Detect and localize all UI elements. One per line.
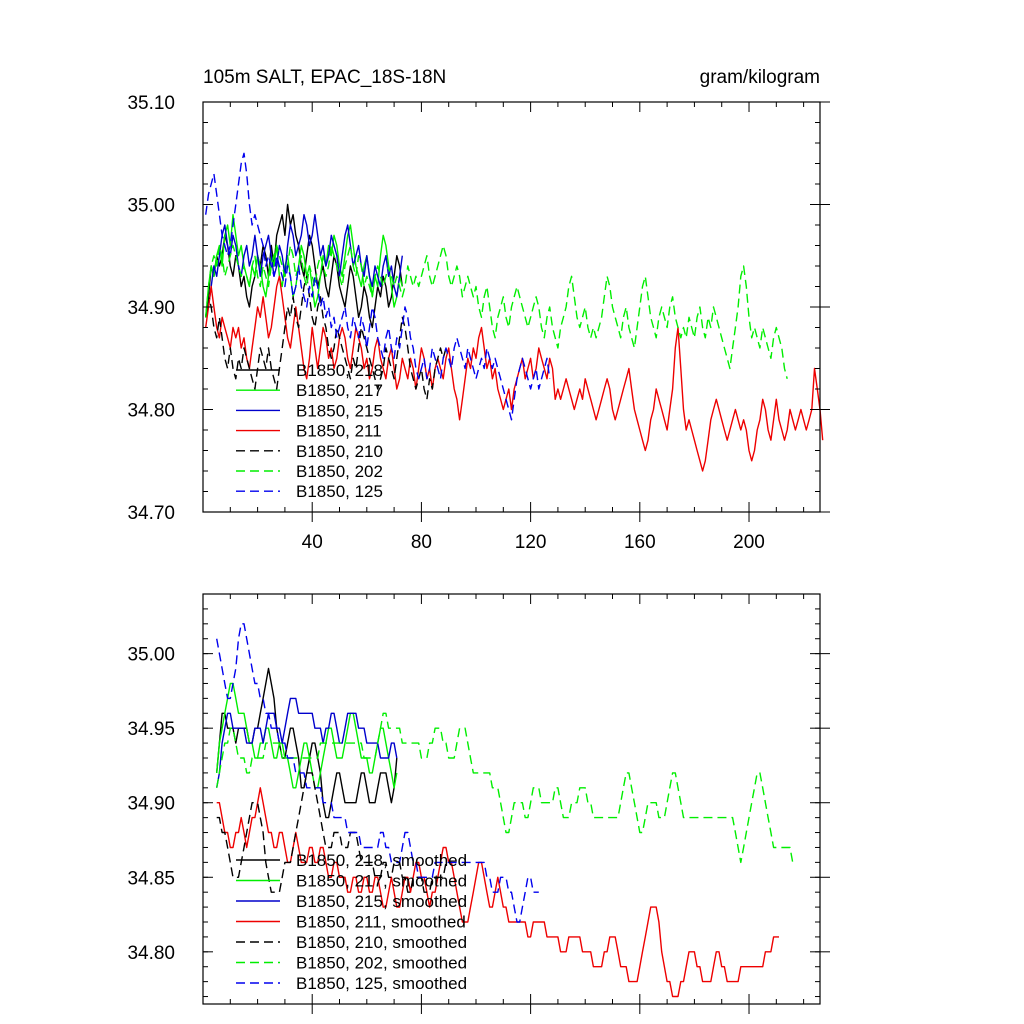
bottom-legend-label-0: B1850, 218, smoothed <box>296 851 467 870</box>
bottom-y-tick-label: 34.80 <box>127 943 175 964</box>
top-y-tick-label: 34.70 <box>127 503 175 524</box>
top-series-line-0 <box>205 203 403 329</box>
bottom-plot-frame <box>202 593 821 1005</box>
top-x-tick-label: 120 <box>515 532 547 553</box>
top-y-tick-label: 35.10 <box>127 93 175 114</box>
bottom-legend-label-4: B1850, 210, smoothed <box>296 933 467 952</box>
bottom-legend-label-6: B1850, 125, smoothed <box>296 974 467 993</box>
top-y-tick-label: 34.80 <box>127 401 175 422</box>
top-panel: 105m SALT, EPAC_18S-18N gram/kilogram 40… <box>127 67 830 553</box>
top-x-tick-label: 40 <box>302 532 323 553</box>
top-series-line-3 <box>205 275 824 472</box>
top-series-group <box>205 152 824 472</box>
top-y-tick-label: 35.00 <box>127 196 175 217</box>
top-x-tick-label: 160 <box>624 532 656 553</box>
top-series-line-6 <box>205 152 551 421</box>
bottom-series-group <box>216 623 794 998</box>
top-x-tick-label: 200 <box>733 532 765 553</box>
top-series-line-1 <box>205 213 403 318</box>
bottom-legend: B1850, 218, smoothed B1850, 217, smoothed… <box>236 851 467 993</box>
bottom-series-line-3 <box>216 787 779 998</box>
top-legend-label-5: B1850, 202 <box>296 462 383 481</box>
top-title-left: 105m SALT, EPAC_18S-18N <box>203 67 446 88</box>
top-legend-label-4: B1850, 210 <box>296 442 383 461</box>
top-series-line-4 <box>205 275 447 400</box>
top-y-tick-label: 34.90 <box>127 298 175 319</box>
top-legend-label-6: B1850, 125 <box>296 482 383 501</box>
bottom-series-line-2 <box>216 697 398 788</box>
bottom-legend-label-2: B1850, 215, smoothed <box>296 892 467 911</box>
bottom-legend-label-3: B1850, 211, smoothed <box>296 913 466 932</box>
top-legend-label-1: B1850, 217 <box>296 381 383 400</box>
bottom-y-tick-label: 34.95 <box>127 719 175 740</box>
top-series-line-5 <box>205 244 788 379</box>
bottom-legend-label-5: B1850, 202, smoothed <box>296 954 467 973</box>
top-x-tick-label: 80 <box>411 532 432 553</box>
bottom-y-tick-label: 35.00 <box>127 645 175 666</box>
bottom-series-line-6 <box>216 623 539 923</box>
bottom-y-tick-label: 34.85 <box>127 868 175 889</box>
bottom-panel: 34.80 34.85 34.90 34.95 35.00 B1850, 218, sm… <box>127 593 830 1014</box>
bottom-series-line-5 <box>216 712 794 864</box>
top-title-right: gram/kilogram <box>700 67 820 88</box>
bottom-legend-label-1: B1850, 217, smoothed <box>296 872 467 891</box>
bottom-ticks-group: 34.80 34.85 34.90 34.95 35.00 <box>127 593 830 1014</box>
top-legend-label-2: B1850, 215 <box>296 401 383 420</box>
bottom-y-tick-label: 34.90 <box>127 794 175 815</box>
top-legend-label-3: B1850, 211 <box>296 422 382 441</box>
top-series-line-2 <box>205 213 403 318</box>
top-legend-label-0: B1850, 218 <box>296 361 383 380</box>
top-ticks-group: 40 80 120 160 200 34.70 34.80 34.90 35.00 35.10 <box>127 93 830 553</box>
